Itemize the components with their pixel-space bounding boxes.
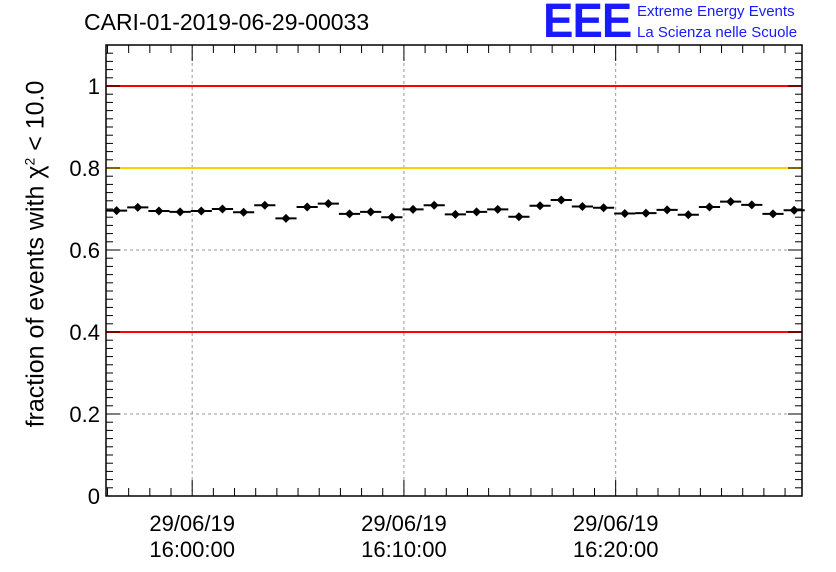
- data-point: [148, 206, 170, 216]
- data-marker: [429, 200, 439, 210]
- data-marker: [323, 199, 333, 209]
- data-marker: [556, 195, 566, 205]
- data-point: [360, 207, 382, 217]
- y-tick-label: 1: [88, 74, 100, 99]
- data-point: [614, 209, 636, 219]
- y-tick-label: 0.8: [69, 156, 100, 181]
- data-point: [169, 207, 191, 217]
- data-marker: [133, 202, 143, 212]
- data-marker: [493, 204, 503, 214]
- data-point: [402, 204, 424, 214]
- plot-frame: [105, 44, 803, 497]
- data-point: [741, 200, 763, 210]
- data-point: [296, 202, 318, 212]
- data-point: [508, 212, 530, 222]
- data-point: [529, 201, 551, 211]
- data-points: [106, 195, 805, 223]
- data-point: [720, 197, 742, 207]
- data-marker: [704, 202, 714, 212]
- chart-title: CARI-01-2019-06-29-00033: [84, 9, 370, 35]
- data-point: [233, 207, 255, 217]
- data-point: [465, 207, 488, 217]
- data-marker: [387, 212, 397, 222]
- x-tick-date-label: 29/06/19: [573, 511, 659, 536]
- logo-text-line-1: Extreme Energy Events: [637, 3, 795, 20]
- data-marker: [577, 202, 587, 212]
- data-marker: [641, 208, 651, 218]
- data-marker: [662, 205, 672, 215]
- data-marker: [620, 209, 630, 219]
- data-marker: [260, 200, 270, 210]
- logo-text-line-2: La Scienza nelle Scuole: [637, 24, 798, 41]
- data-marker: [726, 197, 736, 207]
- data-point: [127, 202, 149, 212]
- axes: 00.20.40.60.8129/06/1916:00:0029/06/1916…: [69, 44, 803, 562]
- data-point: [550, 195, 572, 205]
- data-point: [423, 200, 445, 210]
- data-marker: [196, 206, 206, 216]
- data-marker: [345, 209, 355, 219]
- data-marker: [154, 206, 164, 216]
- y-tick-label: 0: [88, 484, 100, 509]
- data-point: [381, 212, 403, 222]
- data-point: [656, 205, 678, 215]
- data-marker: [472, 207, 482, 217]
- x-tick-date-label: 29/06/19: [361, 511, 447, 536]
- data-marker: [747, 200, 757, 210]
- data-point: [698, 202, 721, 212]
- data-point: [677, 210, 699, 220]
- x-tick-time-label: 16:20:00: [573, 537, 659, 562]
- data-point: [783, 205, 805, 215]
- data-marker: [217, 204, 227, 214]
- data-point: [254, 200, 276, 210]
- y-tick-label: 0.2: [69, 402, 100, 427]
- data-marker: [112, 206, 122, 216]
- y-tick-label: 0.4: [69, 320, 100, 345]
- data-point: [593, 203, 615, 213]
- data-marker: [366, 207, 376, 217]
- data-point: [487, 204, 509, 214]
- data-marker: [408, 204, 418, 214]
- data-marker: [514, 212, 524, 222]
- data-marker: [281, 213, 291, 223]
- data-marker: [535, 201, 545, 211]
- data-point: [211, 204, 234, 214]
- data-point: [762, 209, 784, 219]
- x-tick-time-label: 16:00:00: [149, 537, 235, 562]
- x-tick-date-label: 29/06/19: [149, 511, 235, 536]
- data-point: [275, 213, 297, 223]
- data-marker: [175, 207, 185, 217]
- data-marker: [789, 205, 799, 215]
- data-marker: [450, 209, 460, 219]
- data-point: [444, 209, 466, 219]
- grid-layer: [106, 45, 802, 496]
- data-point: [317, 199, 339, 209]
- data-marker: [239, 207, 249, 217]
- reference-lines: [106, 85, 802, 333]
- y-tick-label: 0.6: [69, 238, 100, 263]
- data-marker: [599, 203, 609, 213]
- data-point: [571, 202, 594, 212]
- data-point: [635, 208, 657, 218]
- data-marker: [302, 202, 312, 212]
- data-point: [106, 206, 128, 216]
- eee-logo: EEE: [543, 0, 632, 48]
- data-point: [190, 206, 212, 216]
- x-tick-time-label: 16:10:00: [361, 537, 447, 562]
- data-marker: [768, 209, 778, 219]
- data-marker: [683, 210, 693, 220]
- data-point: [338, 209, 361, 219]
